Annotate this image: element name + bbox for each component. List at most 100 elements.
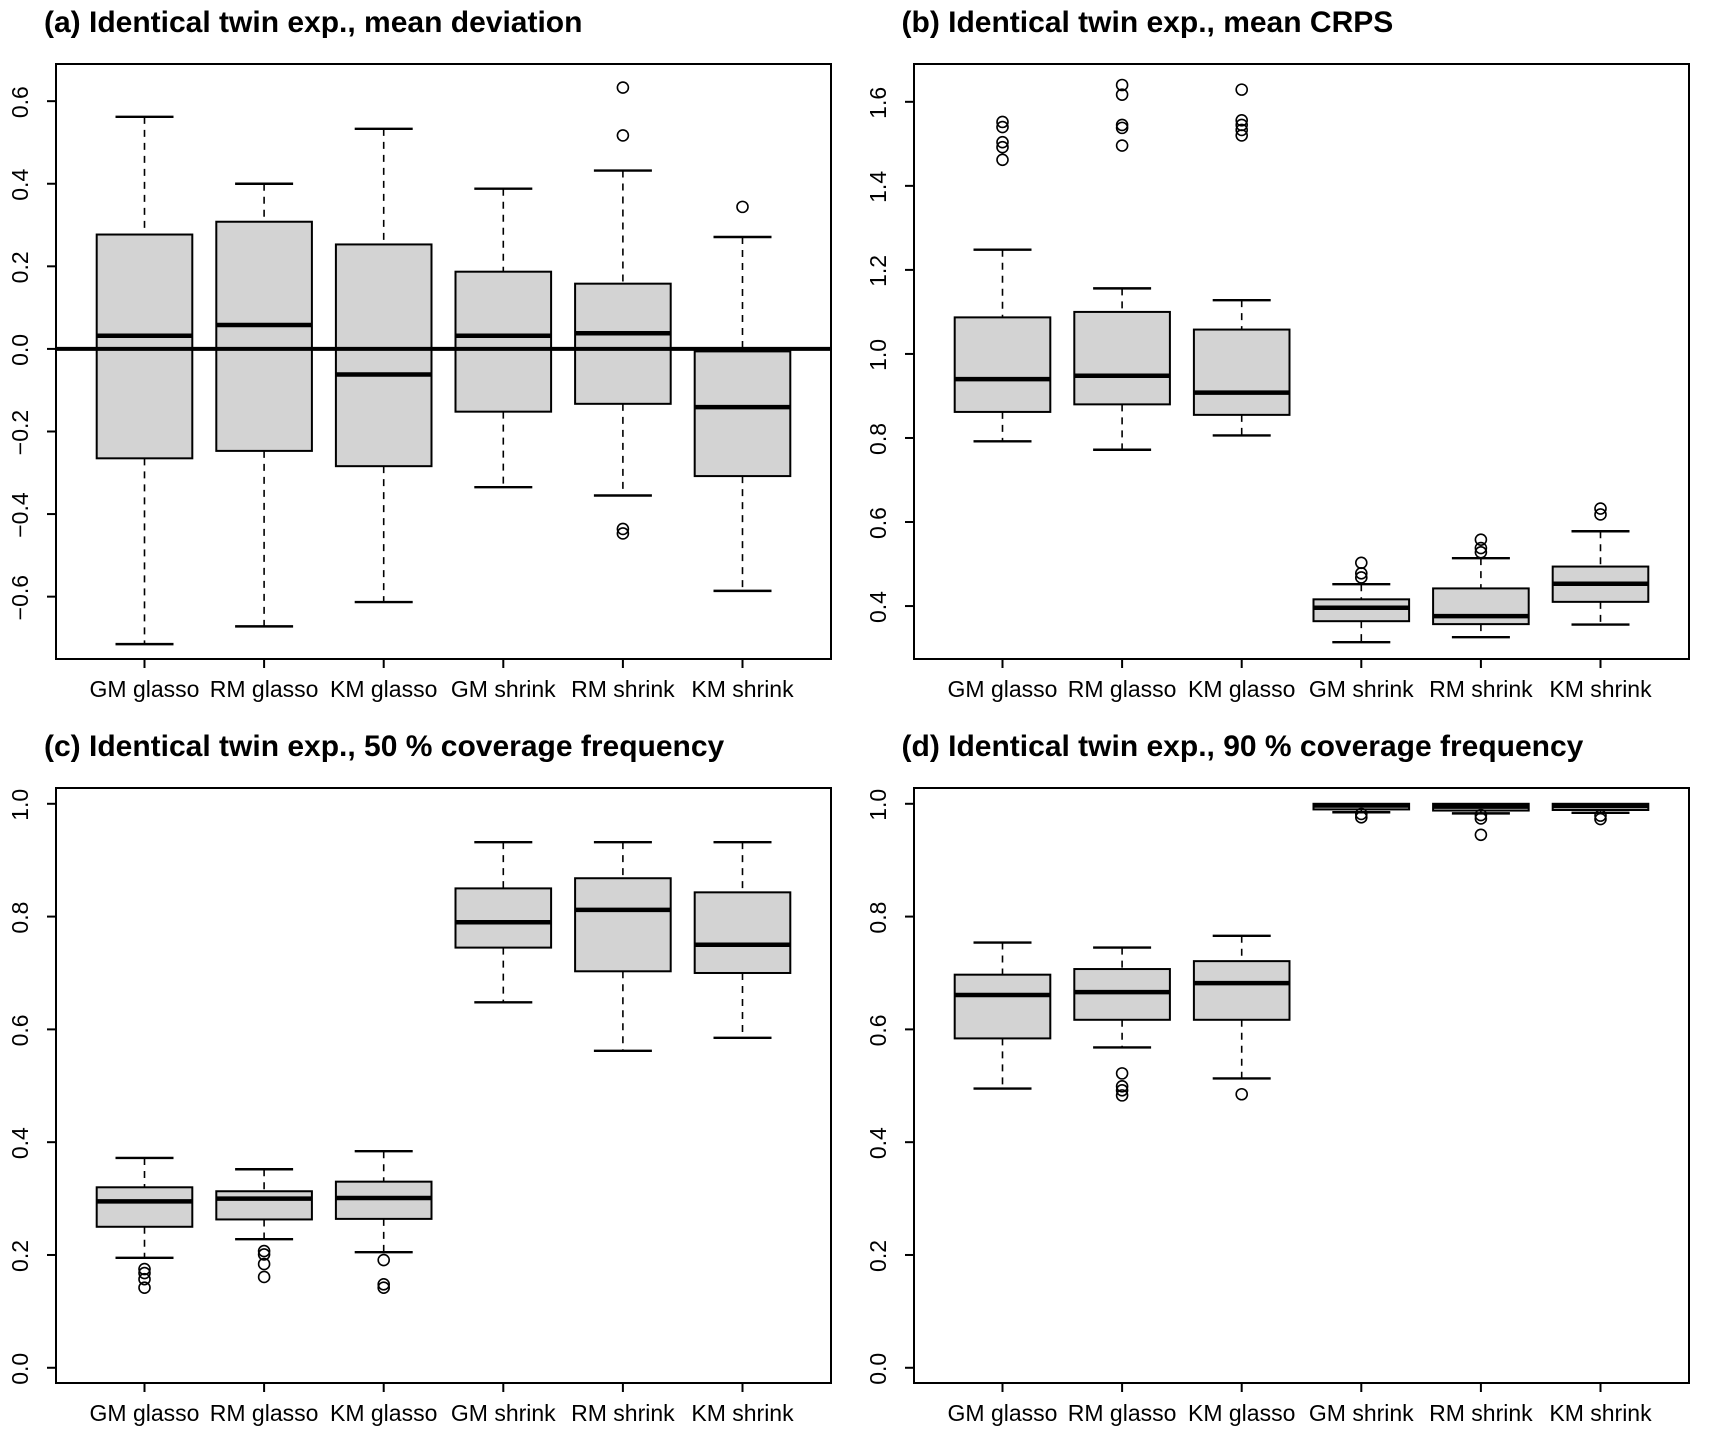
y-tick-label: 0.6 bbox=[7, 86, 33, 118]
outlier-point bbox=[1474, 545, 1487, 559]
outlier-point bbox=[1354, 807, 1368, 821]
iqr-box bbox=[1072, 310, 1171, 406]
panel-a-title: (a) Identical twin exp., mean deviation bbox=[44, 6, 583, 39]
y-tick-label: 1.2 bbox=[865, 255, 891, 287]
plot-border bbox=[912, 787, 1690, 1384]
outlier-point bbox=[377, 1281, 391, 1294]
x-tick-label: RM shrink bbox=[571, 1400, 675, 1426]
iqr-box bbox=[95, 1186, 194, 1228]
boxplot-km-shrink bbox=[693, 840, 792, 1040]
boxplot-km-glasso bbox=[1192, 934, 1291, 1101]
iqr-box bbox=[1192, 960, 1291, 1021]
outlier-point bbox=[1115, 1080, 1128, 1093]
boxplot-km-shrink bbox=[1551, 502, 1649, 626]
y-tick-label: 1.4 bbox=[865, 171, 891, 203]
iqr-box bbox=[953, 973, 1051, 1040]
panel-b-title: (b) Identical twin exp., mean CRPS bbox=[901, 6, 1394, 39]
boxplot-gm-shrink bbox=[1311, 802, 1410, 824]
outlier-point bbox=[1115, 1067, 1128, 1080]
outlier-point bbox=[1234, 123, 1248, 137]
y-tick-label: 0.6 bbox=[865, 507, 891, 539]
y-tick-label: 0.0 bbox=[7, 1353, 33, 1385]
boxplot-rm-glasso bbox=[215, 1168, 313, 1284]
outlier-point bbox=[1593, 812, 1607, 826]
outlier-point bbox=[1115, 1089, 1128, 1102]
outlier-point bbox=[995, 115, 1009, 129]
iqr-box bbox=[334, 243, 433, 468]
x-tick-label: KM glasso bbox=[1188, 676, 1295, 702]
outlier-point bbox=[1474, 828, 1487, 842]
outlier-point bbox=[377, 1253, 391, 1267]
x-tick-label: KM glasso bbox=[330, 1400, 437, 1426]
panel-d-title: (d) Identical twin exp., 90 % coverage f… bbox=[901, 730, 1584, 763]
y-tick-label: 0.6 bbox=[865, 1014, 891, 1046]
y-tick-label: 0.0 bbox=[865, 1353, 891, 1385]
boxplot-gm-glasso bbox=[95, 115, 194, 646]
outlier-point bbox=[1354, 571, 1368, 584]
outlier-point bbox=[1234, 1087, 1248, 1101]
boxplot-km-shrink bbox=[693, 200, 792, 593]
x-tick-label: KM shrink bbox=[1549, 1400, 1652, 1426]
outlier-point bbox=[1474, 533, 1487, 546]
outlier-point bbox=[1234, 129, 1248, 142]
x-tick-label: GM glasso bbox=[90, 1400, 200, 1426]
iqr-box bbox=[693, 891, 792, 974]
iqr-box bbox=[574, 282, 672, 405]
x-tick-label: GM glasso bbox=[947, 1400, 1057, 1426]
panel-d: (d) Identical twin exp., 90 % coverage f… bbox=[858, 724, 1715, 1448]
outlier-point bbox=[138, 1262, 151, 1276]
iqr-box bbox=[693, 350, 792, 478]
x-tick-label: GM shrink bbox=[1308, 1400, 1413, 1426]
outlier-point bbox=[616, 129, 630, 142]
boxplot-km-glasso bbox=[1192, 83, 1291, 437]
outlier-point bbox=[1234, 114, 1248, 127]
outlier-point bbox=[995, 153, 1009, 167]
x-tick-label: KM glasso bbox=[1188, 1400, 1295, 1426]
x-tick-label: GM shrink bbox=[1308, 676, 1413, 702]
boxplot-km-glasso bbox=[334, 1150, 433, 1294]
boxplot-rm-shrink bbox=[1431, 533, 1530, 639]
boxplot-rm-shrink bbox=[574, 840, 672, 1053]
y-tick-label: 0.6 bbox=[7, 1014, 33, 1046]
outlier-point bbox=[1115, 88, 1128, 101]
panel-c-title: (c) Identical twin exp., 50 % coverage f… bbox=[44, 730, 725, 763]
y-tick-label: −0.6 bbox=[7, 575, 33, 620]
panel-b: (b) Identical twin exp., mean CRPS 0.4 0.… bbox=[858, 0, 1715, 724]
panel-a: (a) Identical twin exp., mean deviation … bbox=[0, 0, 858, 724]
iqr-box bbox=[1311, 598, 1410, 623]
boxplot-rm-glasso bbox=[1072, 946, 1171, 1102]
outlier-point bbox=[1115, 139, 1128, 152]
y-tick-label: 0.0 bbox=[7, 334, 33, 366]
x-tick-label: GM shrink bbox=[451, 676, 556, 702]
x-tick-label: RM glasso bbox=[210, 676, 319, 702]
outlier-point bbox=[616, 527, 630, 540]
x-tick-label: GM glasso bbox=[947, 676, 1057, 702]
iqr-box bbox=[574, 877, 672, 973]
x-tick-label: RM glasso bbox=[1067, 676, 1176, 702]
boxplot-rm-shrink bbox=[1431, 802, 1530, 842]
x-tick-label: RM glasso bbox=[210, 1400, 319, 1426]
outlier-point bbox=[1593, 508, 1607, 521]
outlier-point bbox=[995, 135, 1009, 149]
outlier-point bbox=[257, 1270, 271, 1284]
iqr-box bbox=[454, 887, 553, 949]
iqr-box bbox=[454, 270, 553, 413]
boxplot-gm-shrink bbox=[1311, 556, 1410, 644]
y-tick-label: 0.2 bbox=[7, 251, 33, 283]
outlier-point bbox=[1593, 809, 1607, 822]
x-tick-label: RM shrink bbox=[1429, 1400, 1533, 1426]
x-tick-label: RM shrink bbox=[571, 676, 675, 702]
y-tick-label: −0.2 bbox=[7, 410, 33, 455]
boxplot-rm-shrink bbox=[574, 81, 672, 540]
panel-a-plot: −0.6 −0.4 −0.2 0.0 0.2 0.4 0.6 GM glasso RM glas… bbox=[7, 63, 832, 702]
boxplot-km-glasso bbox=[334, 127, 433, 604]
outlier-point bbox=[1115, 78, 1128, 92]
iqr-box bbox=[1072, 968, 1171, 1021]
outlier-point bbox=[377, 1278, 391, 1291]
x-tick-label: KM shrink bbox=[691, 676, 794, 702]
plot-border bbox=[55, 787, 832, 1384]
outlier-point bbox=[616, 81, 630, 94]
panel-c: (c) Identical twin exp., 50 % coverage f… bbox=[0, 724, 858, 1448]
boxplot-gm-glasso bbox=[953, 941, 1051, 1090]
